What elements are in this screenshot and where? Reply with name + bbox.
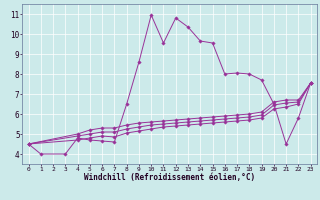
X-axis label: Windchill (Refroidissement éolien,°C): Windchill (Refroidissement éolien,°C) (84, 173, 255, 182)
